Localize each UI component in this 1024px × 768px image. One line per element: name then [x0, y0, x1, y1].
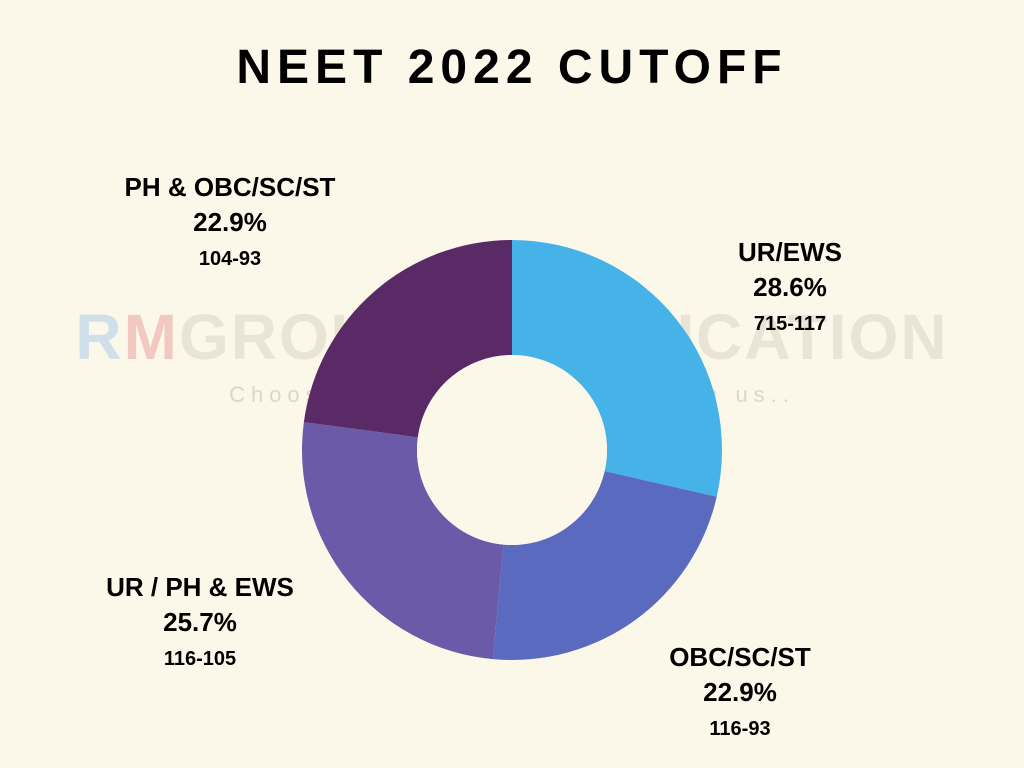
slice-range: 116-93 — [600, 716, 880, 743]
donut-hole — [417, 355, 607, 545]
slice-range: 715-117 — [650, 311, 930, 338]
slice-label-ph_obc_sc_st: PH & OBC/SC/ST22.9% 104-93 — [90, 170, 370, 273]
slice-percent: 22.9% — [90, 205, 370, 240]
slice-percent: 25.7% — [60, 605, 340, 640]
slice-range: 104-93 — [90, 246, 370, 273]
watermark-letter-r: R — [75, 301, 123, 373]
chart-canvas: NEET 2022 CUTOFF RMGROUP OF EDUCATION Ch… — [0, 0, 1024, 768]
slice-percent: 28.6% — [650, 270, 930, 305]
slice-label-ur_ph_ews: UR / PH & EWS25.7% 116-105 — [60, 570, 340, 673]
watermark-letter-m: M — [124, 301, 179, 373]
slice-category: UR / PH & EWS — [60, 570, 340, 605]
slice-label-ur_ews: UR/EWS28.6% 715-117 — [650, 235, 930, 338]
slice-percent: 22.9% — [600, 675, 880, 710]
chart-title: NEET 2022 CUTOFF — [0, 40, 1024, 95]
slice-category: PH & OBC/SC/ST — [90, 170, 370, 205]
slice-label-obc_sc_st: OBC/SC/ST22.9% 116-93 — [600, 640, 880, 743]
slice-range: 116-105 — [60, 646, 340, 673]
slice-category: OBC/SC/ST — [600, 640, 880, 675]
slice-category: UR/EWS — [650, 235, 930, 270]
